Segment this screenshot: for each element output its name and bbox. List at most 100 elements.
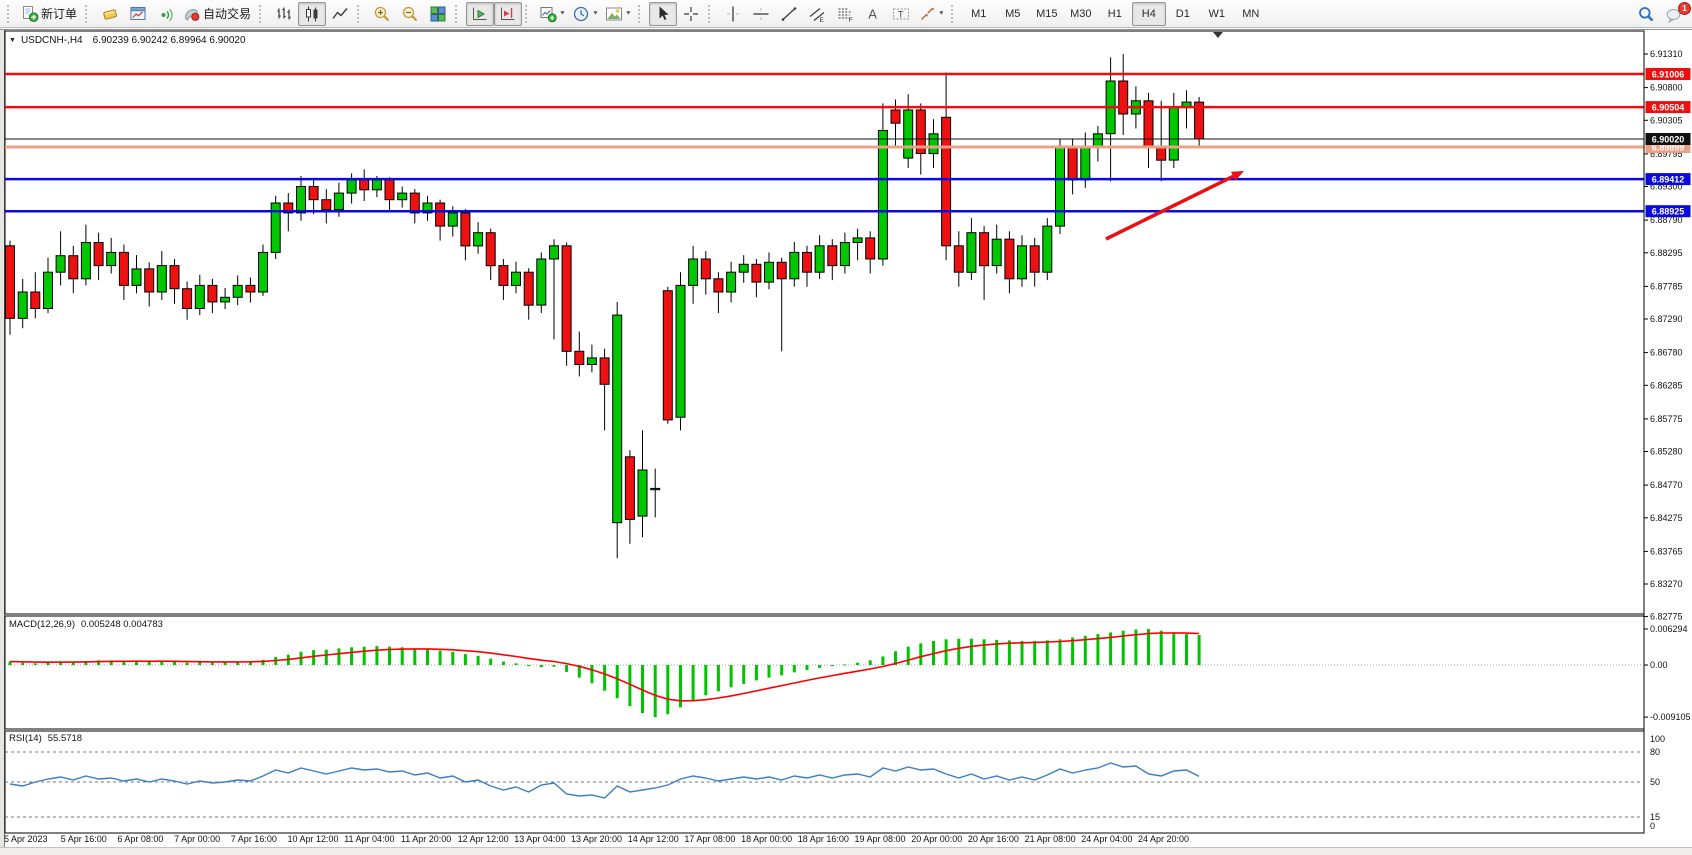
arrow-head-icon[interactable] xyxy=(1231,171,1244,181)
macd-bar xyxy=(527,665,531,667)
timeframe-mn-button[interactable]: MN xyxy=(1242,7,1260,20)
macd-bar xyxy=(792,665,796,673)
svg-text:A: A xyxy=(868,6,877,21)
timeframe-w1-button[interactable]: W1 xyxy=(1208,7,1226,20)
candle-body xyxy=(409,192,420,214)
candle-body xyxy=(43,271,53,310)
candle-body xyxy=(523,271,534,306)
candle-body xyxy=(549,245,559,260)
arrow-line[interactable] xyxy=(1105,174,1234,241)
macd-bar xyxy=(173,661,176,665)
period-clock-button[interactable]: ▼ xyxy=(569,2,602,26)
macd-panel[interactable] xyxy=(4,615,1645,730)
rsi-scale-label: 80 xyxy=(1650,747,1660,757)
candle-body xyxy=(738,263,749,273)
macd-bar xyxy=(8,661,12,665)
autotrading-label: 自动交易 xyxy=(203,7,252,21)
svg-text:T: T xyxy=(898,9,904,19)
arrows-button[interactable]: ▼ xyxy=(915,2,948,26)
main-panel[interactable] xyxy=(4,30,1645,615)
zoom-in-button[interactable] xyxy=(368,2,396,26)
macd-bar xyxy=(1033,641,1037,665)
macd-bar xyxy=(691,665,695,701)
candlestick-button[interactable] xyxy=(298,1,327,26)
notifications-button[interactable]: 1 xyxy=(1660,1,1691,26)
candle-body xyxy=(827,245,838,267)
equidistant-channel-icon: E xyxy=(808,5,826,23)
macd-bar xyxy=(1071,637,1075,665)
svg-text:F: F xyxy=(849,17,853,23)
candle-body xyxy=(118,251,129,286)
autotrading-button[interactable]: 自动交易 xyxy=(180,2,256,26)
period-clock-icon xyxy=(572,5,590,23)
candle-body xyxy=(991,238,1002,267)
timeframe-h4-button[interactable]: H4 xyxy=(1131,1,1166,26)
vertical-line-button[interactable] xyxy=(719,2,747,26)
timeframe-m5-button[interactable]: M5 xyxy=(1005,7,1021,20)
equidistant-channel-button[interactable]: E xyxy=(803,2,831,26)
rsi-line xyxy=(9,762,1200,799)
time-axis[interactable] xyxy=(5,833,1644,847)
new-chart-button[interactable]: ▼ xyxy=(536,2,569,26)
macd-bar xyxy=(109,660,113,665)
price-badge xyxy=(1645,133,1691,145)
bar-chart-button[interactable] xyxy=(270,2,298,26)
metaeditor-button[interactable] xyxy=(96,2,124,26)
price-tick-label: 6.88295 xyxy=(1650,248,1683,258)
toolbar-grip xyxy=(637,4,644,23)
macd-bar xyxy=(413,648,417,665)
tile-windows-icon xyxy=(429,5,447,23)
collapse-arrow-icon[interactable]: ▼ xyxy=(9,37,16,44)
candle-body xyxy=(1004,238,1015,280)
macd-bar xyxy=(210,662,214,665)
candle-body xyxy=(1029,245,1040,273)
timeframe-m15-button[interactable]: M15 xyxy=(1036,7,1058,20)
candle-body xyxy=(764,261,774,283)
cursor-button[interactable] xyxy=(648,1,677,26)
candle-body xyxy=(68,255,79,280)
toolbar: 新订单 自动交易 ▼ ▼ ▼ E F A T ▼ M1 M5 M15 M30 H1 H4 D1 W1 MN 1 xyxy=(0,0,1692,28)
candle-body xyxy=(296,186,306,214)
svg-text:E: E xyxy=(819,17,824,23)
new-order-button[interactable]: 新订单 xyxy=(18,2,82,26)
candle-body xyxy=(877,130,888,260)
search-button[interactable] xyxy=(1632,2,1660,26)
macd-bar xyxy=(995,639,999,665)
line-chart-button[interactable] xyxy=(326,2,354,26)
macd-bar xyxy=(248,661,252,665)
chart-shift-button[interactable] xyxy=(494,1,523,26)
chart-shift-marker[interactable] xyxy=(1213,32,1223,38)
zoom-out-button[interactable] xyxy=(396,2,424,26)
macd-bar xyxy=(716,665,720,692)
price-axis[interactable] xyxy=(1644,31,1692,833)
trendline-button[interactable] xyxy=(775,2,803,26)
autotrading-icon xyxy=(183,5,201,23)
macd-bar xyxy=(754,665,758,681)
text-button[interactable]: A xyxy=(859,2,887,26)
timeframe-h1-button[interactable]: H1 xyxy=(1107,7,1122,20)
candle-body xyxy=(890,109,901,124)
date-label: 11 Apr 04:00 xyxy=(344,834,394,844)
crosshair-button[interactable] xyxy=(677,2,705,26)
horizontal-line-button[interactable] xyxy=(747,2,775,26)
price-badge-label: 6.90504 xyxy=(1652,103,1685,113)
fibonacci-button[interactable]: F xyxy=(831,2,859,26)
tile-windows-button[interactable] xyxy=(424,2,452,26)
zoom-in-icon xyxy=(373,5,391,23)
candle-body xyxy=(966,232,977,273)
chevron-down-icon: ▼ xyxy=(559,10,566,17)
timeframe-m1-button[interactable]: M1 xyxy=(971,7,987,20)
timeframe-m30-button[interactable]: M30 xyxy=(1070,7,1092,20)
date-label: 21 Apr 08:00 xyxy=(1025,834,1076,844)
rsi-panel[interactable] xyxy=(4,730,1645,834)
timeframe-d1-button[interactable]: D1 xyxy=(1175,7,1190,20)
signals-button[interactable] xyxy=(152,2,180,26)
macd-bar xyxy=(868,660,872,665)
candle-body xyxy=(333,192,344,211)
auto-scroll-button[interactable] xyxy=(466,1,495,26)
template-button[interactable]: ▼ xyxy=(602,2,635,26)
price-tick-label: 6.87785 xyxy=(1650,281,1683,291)
chart-window-button[interactable] xyxy=(124,2,152,26)
text-label-button[interactable]: T xyxy=(887,2,915,26)
